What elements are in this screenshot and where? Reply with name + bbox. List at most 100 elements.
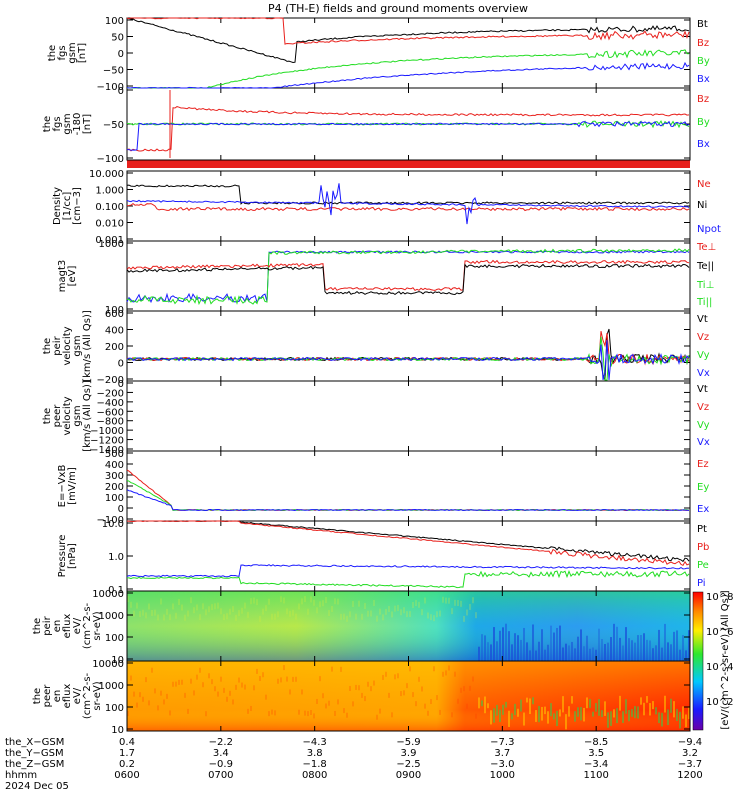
electron-flux-bin	[478, 697, 480, 709]
ion-flux-bin	[430, 614, 432, 621]
ion-flux-bin	[601, 639, 603, 661]
electron-flux-bin	[520, 699, 522, 712]
ion-flux-bin	[346, 615, 348, 622]
y-axis-label-line: Density	[52, 187, 63, 225]
electron-flux-bin	[484, 696, 486, 714]
xaxis-value: 0800	[302, 770, 327, 781]
ion-flux-bin	[484, 635, 486, 661]
electron-flux-bin	[346, 712, 348, 718]
ion-flux-bin	[433, 615, 435, 622]
y-axis-label-line: the	[42, 408, 53, 424]
electron-flux-bin	[397, 673, 399, 679]
electron-flux-bin	[196, 674, 198, 680]
y-tick-label: 10	[111, 655, 124, 666]
electron-flux-bin	[298, 709, 300, 715]
ion-flux-bin	[625, 627, 627, 661]
electron-flux-bin	[574, 711, 576, 722]
ion-flux-bin	[133, 610, 135, 617]
electron-flux-bin	[412, 692, 414, 698]
ion-flux-bin	[364, 603, 366, 610]
legend-Ez: Ez	[697, 459, 709, 470]
electron-flux-bin	[502, 704, 504, 715]
y-axis-label-line: sr-eV)	[92, 681, 103, 710]
electron-flux-bin	[304, 710, 306, 716]
ion-flux-bin	[163, 614, 165, 621]
colorbar-label-text: [eV/(cm^2-s-sr-eV) (All Qs)]	[720, 590, 731, 729]
ion-flux-bin	[220, 608, 222, 615]
electron-flux-bin	[529, 698, 531, 715]
electron-flux-bin	[505, 701, 507, 708]
ion-flux-bin	[340, 613, 342, 620]
y-tick-label: 0	[118, 504, 124, 515]
electron-flux-bin	[586, 697, 588, 709]
ion-flux-bin	[640, 635, 642, 661]
ion-flux-bin	[337, 598, 339, 605]
ion-flux-bin	[427, 612, 429, 619]
y-axis-label: the fgs gsm [nT]	[47, 42, 88, 63]
electron-flux-bin	[277, 678, 279, 684]
ion-flux-bin	[250, 598, 252, 605]
ion-flux-bin	[205, 609, 207, 616]
electron-flux-bin	[427, 710, 429, 716]
legend-Bx: Bx	[697, 139, 710, 150]
y-tick-label: −1000	[90, 426, 124, 437]
y-axis-label-line: Pressure	[57, 535, 68, 578]
y-axis-label-line: the	[32, 688, 43, 704]
ion-flux-bin	[139, 611, 141, 618]
y-tick-label: 1000	[99, 681, 124, 692]
electron-flux-bin	[139, 692, 141, 698]
y-axis-label: magt3 [eV]	[57, 260, 78, 293]
ion-flux-bin	[193, 607, 195, 614]
y-tick-label: −100	[97, 82, 124, 93]
y-axis-label-line: the	[32, 618, 43, 634]
y-axis-label-line: eflux	[62, 614, 73, 639]
xaxis-value: −1.8	[303, 759, 327, 770]
electron-flux-bin	[592, 711, 594, 717]
ion-flux-bin	[496, 641, 498, 661]
ion-flux-bin	[178, 599, 180, 606]
legend-Te||: Te||	[696, 261, 714, 272]
electron-flux-bin	[214, 686, 216, 692]
y-axis-label-line: gsm	[72, 405, 83, 426]
ion-flux-bin	[604, 644, 606, 661]
ion-flux-bin	[388, 605, 390, 612]
ion-flux-bin	[394, 605, 396, 612]
y-tick-label: 1000	[99, 611, 124, 622]
electron-flux-bin	[271, 709, 273, 715]
y-tick-label: 100	[105, 16, 124, 27]
electron-flux-bin	[136, 702, 138, 708]
series-Bz	[126, 17, 690, 45]
electron-spectrogram-shade	[127, 661, 690, 731]
ion-flux-bin	[223, 614, 225, 621]
ion-flux-bin	[229, 608, 231, 615]
ion-flux-bin	[520, 639, 522, 661]
electron-flux-bin	[625, 699, 627, 714]
series-Ex	[126, 489, 690, 512]
legend-Vx: Vx	[697, 437, 710, 448]
electron-flux-bin	[166, 693, 168, 699]
y-axis-label: Pressure [nPa]	[57, 535, 78, 578]
xaxis-row-label: hhmm	[5, 770, 37, 781]
electron-flux-bin	[352, 701, 354, 707]
y-axis-label-line: gsm	[62, 113, 73, 134]
electron-flux-bin	[241, 682, 243, 688]
ion-flux-bin	[292, 609, 294, 616]
electron-flux-bin	[325, 703, 327, 709]
y-tick-label: 0.100	[95, 202, 124, 213]
electron-flux-bin	[640, 697, 642, 705]
ion-flux-bin	[508, 631, 510, 661]
electron-flux-bin	[256, 668, 258, 674]
y-tick-label: −100	[97, 515, 124, 526]
electron-flux-bin	[547, 711, 549, 724]
ion-flux-bin	[190, 597, 192, 604]
ion-flux-bin	[664, 623, 666, 661]
ion-flux-bin	[232, 606, 234, 613]
ion-flux-bin	[238, 610, 240, 617]
legend-Vy: Vy	[697, 350, 710, 361]
xaxis-value: 0.4	[119, 737, 135, 748]
ion-flux-bin	[181, 604, 183, 611]
ion-flux-bin	[370, 610, 372, 617]
xaxis-row-label: the_X−GSM	[5, 737, 64, 748]
ion-flux-bin	[403, 607, 405, 614]
y-tick-label: 10000	[92, 589, 124, 600]
